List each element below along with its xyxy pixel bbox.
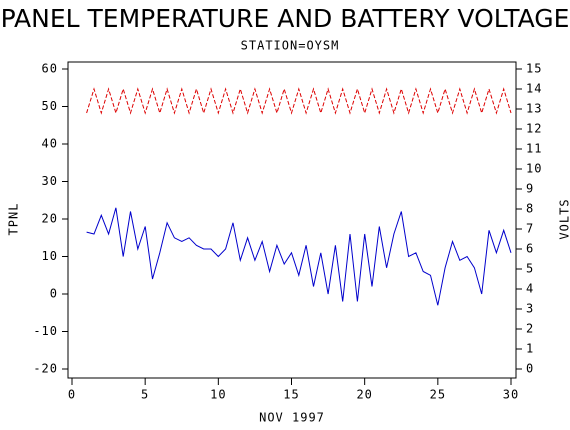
y2-tick-label: 13: [526, 102, 542, 116]
y2-tick-label: 9: [526, 182, 534, 196]
y2-tick-label: 11: [526, 142, 542, 156]
y2-axis-label: VOLTS: [558, 198, 570, 239]
y2-tick-label: 8: [526, 202, 534, 216]
y2-tick-label: 4: [526, 282, 534, 296]
y2-tick-label: 1: [526, 342, 534, 356]
x-tick-label: 5: [141, 388, 149, 402]
y2-tick-label: 0: [526, 362, 534, 376]
y2-tick-label: 7: [526, 222, 534, 236]
x-tick-label: 15: [283, 388, 299, 402]
y-tick-label: 30: [42, 174, 58, 188]
y-tick-label: 60: [42, 62, 58, 76]
x-tick-label: 20: [356, 388, 372, 402]
x-tick-label: 0: [68, 388, 76, 402]
series-line: [86, 87, 512, 115]
chart-title: PANEL TEMPERATURE AND BATTERY VOLTAGE: [1, 4, 570, 33]
chart-subtitle: STATION=OYSM: [241, 39, 340, 53]
x-tick-label: 30: [503, 388, 519, 402]
y-tick-label: 20: [42, 212, 58, 226]
y-tick-label: 0: [50, 287, 58, 301]
y-tick-label: 10: [42, 249, 58, 263]
x-tick-label: 25: [430, 388, 446, 402]
plot-frame: [67, 61, 517, 379]
y2-tick-label: 15: [526, 62, 542, 76]
y2-tick-label: 10: [526, 162, 542, 176]
y2-tick-label: 12: [526, 122, 542, 136]
y2-tick-label: 6: [526, 242, 534, 256]
y-tick-label: -20: [33, 362, 58, 376]
y-tick-label: -10: [33, 324, 58, 338]
y-tick-label: 50: [42, 99, 58, 113]
series-line: [86, 207, 512, 306]
y-axis-label: TPNL: [7, 203, 21, 236]
y-tick-label: 40: [42, 137, 58, 151]
y2-tick-label: 5: [526, 262, 534, 276]
y2-tick-label: 3: [526, 302, 534, 316]
y2-tick-label: 2: [526, 322, 534, 336]
y2-tick-label: 14: [526, 82, 542, 96]
x-axis-label: NOV 1997: [259, 411, 325, 425]
x-tick-label: 10: [210, 388, 226, 402]
